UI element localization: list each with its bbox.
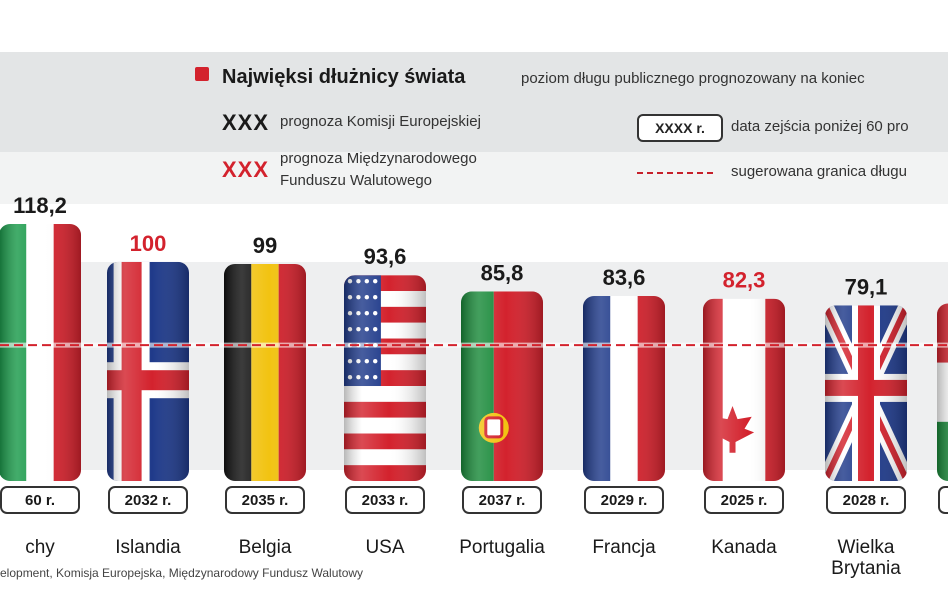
country-label: Brytania <box>831 558 901 579</box>
year-badge: 60 r. <box>0 486 80 514</box>
bar-portugal-flag <box>461 291 543 481</box>
legend-threshold-label: sugerowana granica długu <box>731 163 907 180</box>
country-label: Kanada <box>711 537 777 558</box>
bar-usa-flag <box>344 275 426 481</box>
bar-uk-flag <box>825 305 907 481</box>
value-label: 79,1 <box>845 274 888 299</box>
year-badge: 2032 r. <box>108 486 188 514</box>
legend-threshold-line-sample <box>637 172 713 174</box>
bar-iceland-flag <box>107 261 189 481</box>
value-label: 83,6 <box>603 265 646 290</box>
svg-text:60 r.: 60 r. <box>25 492 55 509</box>
svg-text:2033 r.: 2033 r. <box>362 492 409 509</box>
svg-text:2029 r.: 2029 r. <box>601 492 648 509</box>
country-label: Francja <box>592 537 656 558</box>
svg-text:2028 r.: 2028 r. <box>843 492 890 509</box>
chart-title: Najwięksi dłużnicy świata <box>222 66 466 88</box>
svg-text:2032 r.: 2032 r. <box>125 492 172 509</box>
year-badge: 2029 r. <box>584 486 664 514</box>
svg-text:2037 r.: 2037 r. <box>479 492 526 509</box>
country-label: Islandia <box>115 537 181 558</box>
country-label: chy <box>25 537 55 558</box>
legend-year-box-label: data zejścia poniżej 60 pro <box>731 118 909 135</box>
country-label: Wielka <box>837 537 894 558</box>
value-label: 85,8 <box>481 260 524 285</box>
year-badge: 2035 r. <box>225 486 305 514</box>
country-label: USA <box>365 537 404 558</box>
country-label: Belgia <box>239 537 292 558</box>
legend-ec-label: prognoza Komisji Europejskiej <box>280 113 481 130</box>
legend-imf-label-line1: prognoza Międzynarodowego <box>280 150 477 167</box>
legend-red-square-icon <box>195 67 209 81</box>
value-label: 93,6 <box>364 244 407 269</box>
source-note: elopment, Komisja Europejska, Międzynaro… <box>0 566 364 580</box>
svg-text:2025 r.: 2025 r. <box>721 492 768 509</box>
legend-imf-sample: XXX <box>222 157 270 182</box>
legend-background <box>0 52 948 152</box>
legend-imf-label-line2: Funduszu Walutowego <box>280 172 433 189</box>
bar-belgium-flag <box>224 263 306 481</box>
chart-subtitle: poziom długu publicznego prognozowany na… <box>521 70 865 87</box>
bar-italy-flag <box>0 224 81 481</box>
value-label: 99 <box>253 233 277 258</box>
legend-background-lower <box>0 152 948 204</box>
value-label: 100 <box>130 231 167 256</box>
value-label: 82,3 <box>723 268 766 293</box>
year-badge: 2025 r. <box>704 486 784 514</box>
bar-hungary-flag <box>937 303 948 481</box>
year-badge: 2 <box>938 486 948 514</box>
legend-ec-sample: XXX <box>222 110 270 135</box>
year-badge: 2028 r. <box>826 486 906 514</box>
year-badge: 2033 r. <box>345 486 425 514</box>
bar-france-flag <box>583 296 665 481</box>
svg-text:2035 r.: 2035 r. <box>242 492 289 509</box>
bar-canada-flag <box>703 298 785 481</box>
value-label: 118,2 <box>13 193 67 218</box>
year-badge: 2037 r. <box>462 486 542 514</box>
country-label: Portugalia <box>459 537 545 558</box>
legend-year-box-sample: XXXX r. <box>637 114 723 142</box>
